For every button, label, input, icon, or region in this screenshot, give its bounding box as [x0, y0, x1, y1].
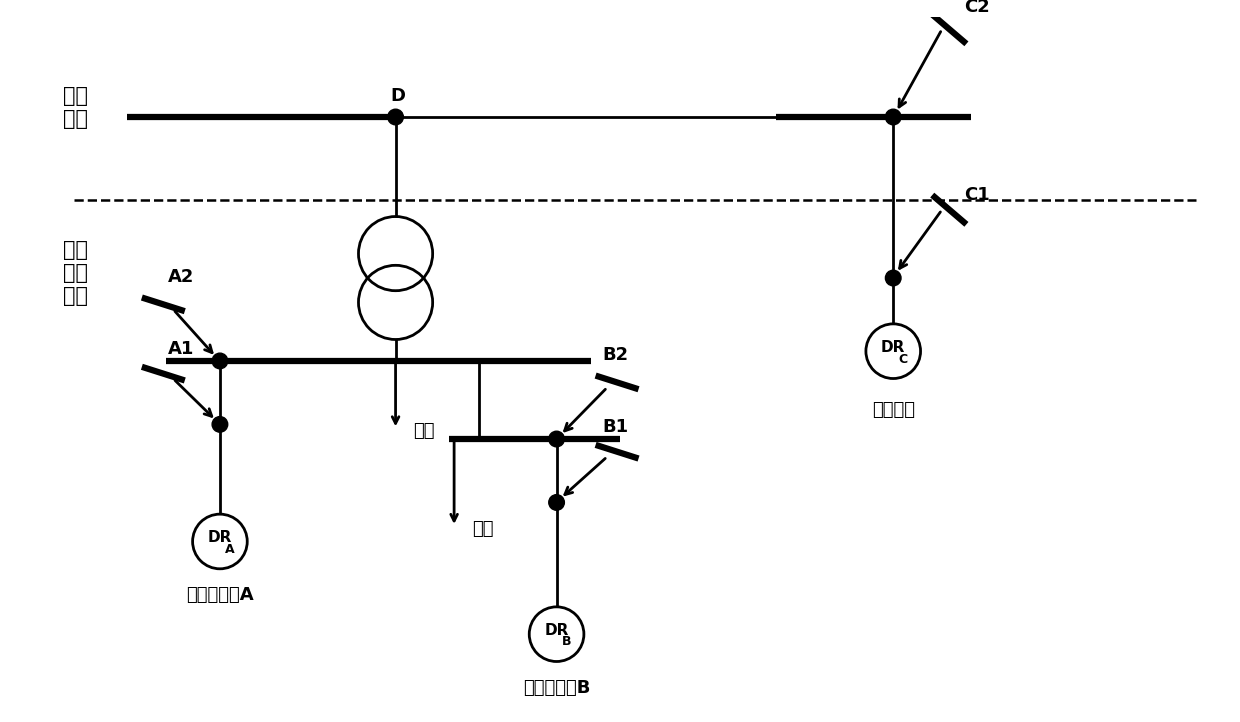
Text: 负荷: 负荷: [471, 520, 494, 538]
Text: DR: DR: [208, 530, 232, 545]
Circle shape: [549, 431, 564, 447]
Circle shape: [212, 353, 228, 369]
Text: B: B: [562, 635, 572, 648]
Text: A2: A2: [169, 268, 195, 286]
Circle shape: [388, 109, 403, 125]
Text: B1: B1: [603, 418, 629, 436]
Circle shape: [212, 417, 228, 432]
Text: 负荷: 负荷: [413, 422, 435, 440]
Text: 分布式电源B: 分布式电源B: [523, 679, 590, 697]
Text: DR: DR: [882, 340, 905, 355]
Circle shape: [885, 109, 901, 125]
Text: C: C: [899, 352, 908, 365]
Text: DR: DR: [544, 623, 569, 638]
Text: C1: C1: [965, 186, 991, 204]
Text: C2: C2: [965, 0, 991, 16]
Text: A1: A1: [169, 340, 195, 358]
Text: D: D: [391, 87, 405, 105]
Text: A: A: [224, 543, 234, 556]
Text: 分布式电源A: 分布式电源A: [186, 586, 254, 604]
Text: 常规电源: 常规电源: [872, 401, 915, 419]
Circle shape: [885, 270, 901, 286]
Text: 公用
电网: 公用 电网: [63, 86, 88, 129]
Text: B2: B2: [603, 346, 629, 364]
Circle shape: [549, 495, 564, 510]
Text: 用户
内部
电网: 用户 内部 电网: [63, 240, 88, 306]
